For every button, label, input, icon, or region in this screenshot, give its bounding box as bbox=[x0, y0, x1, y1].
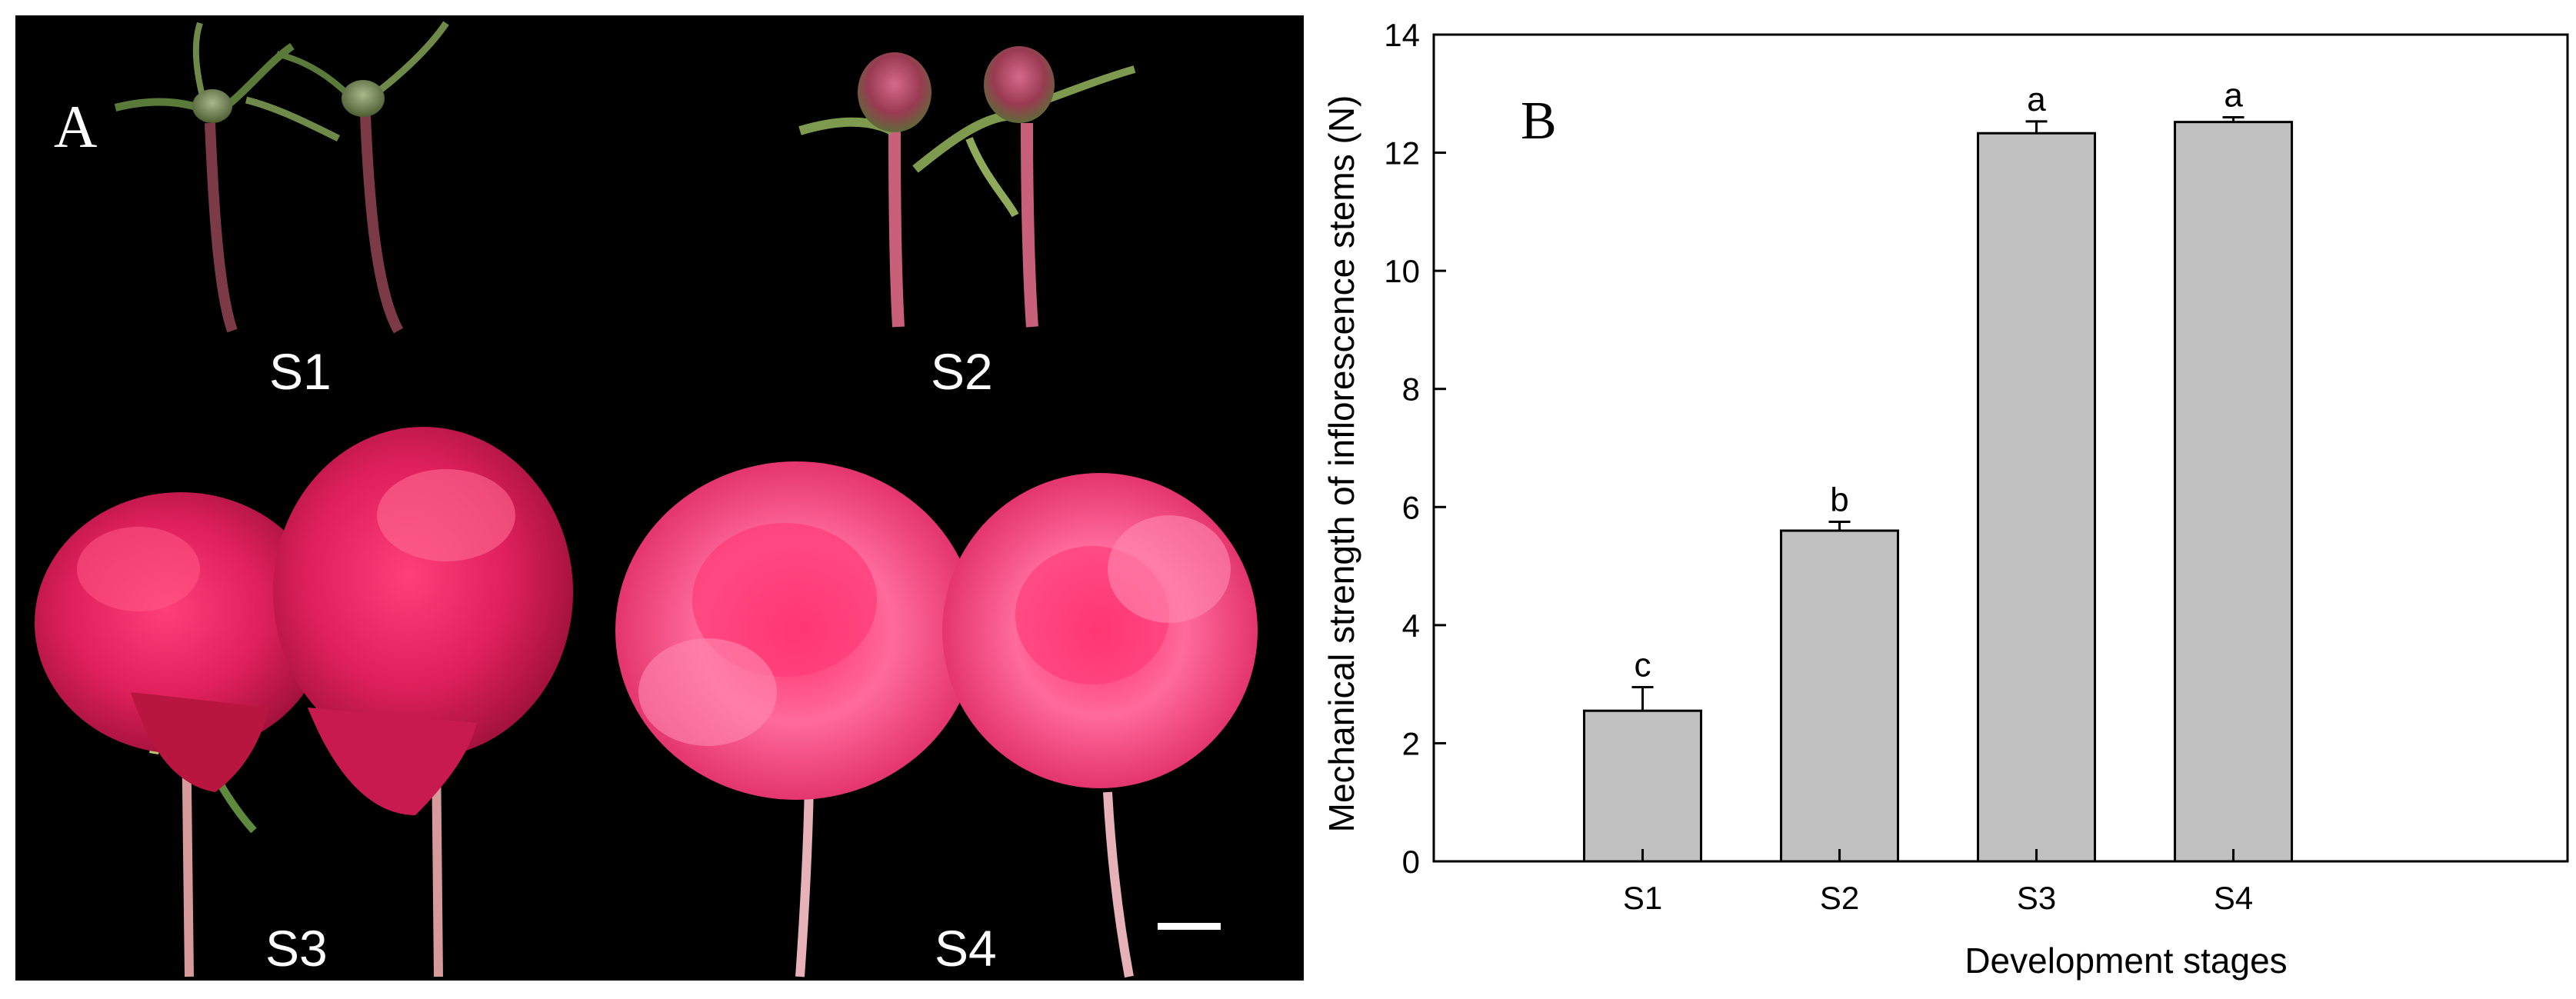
bar-s2 bbox=[1780, 529, 1900, 863]
significance-letter: c bbox=[1635, 646, 1651, 684]
x-tick-label: S1 bbox=[1623, 880, 1662, 916]
panel-letter-b: B bbox=[1521, 92, 1557, 151]
panel-letter-a: A bbox=[54, 93, 98, 160]
bar-s1 bbox=[1583, 709, 1703, 863]
x-axis-title: Development stages bbox=[1964, 941, 2287, 981]
y-tick-label: 6 bbox=[1402, 489, 1420, 525]
significance-letter: a bbox=[2224, 77, 2243, 115]
y-tick-label: 8 bbox=[1402, 371, 1420, 408]
bar-s3 bbox=[1977, 132, 2097, 863]
y-tick-label: 4 bbox=[1402, 608, 1420, 644]
stage-label-s4: S4 bbox=[935, 920, 997, 977]
stage-label-s2: S2 bbox=[931, 343, 993, 400]
s3-flowers bbox=[35, 427, 573, 977]
y-tick-label: 12 bbox=[1384, 135, 1420, 171]
photo-panel: A S1 S2 S3 S4 bbox=[15, 15, 1304, 981]
peony-photo bbox=[15, 15, 1304, 981]
bar-s4 bbox=[2174, 121, 2294, 863]
stage-label-s1: S1 bbox=[269, 343, 332, 400]
significance-letter: b bbox=[1830, 481, 1848, 518]
x-tick-label: S3 bbox=[2017, 880, 2056, 916]
s2-buds bbox=[798, 46, 1136, 328]
y-tick-label: 14 bbox=[1384, 17, 1420, 53]
y-tick-label: 2 bbox=[1402, 725, 1420, 761]
stage-label-s3: S3 bbox=[265, 920, 328, 977]
x-tick-label: S4 bbox=[2214, 880, 2253, 916]
x-tick-label: S2 bbox=[1820, 880, 1859, 916]
scale-bar bbox=[1158, 923, 1221, 930]
bar-chart: B 0 2 4 6 8 10 12 14 c S1 b S2 a S3 a S4 Development st… bbox=[1321, 17, 2569, 981]
y-tick-label: 0 bbox=[1402, 844, 1420, 880]
s1-buds bbox=[114, 21, 449, 334]
y-axis-title: Mechanical strength of inflorescence ste… bbox=[1321, 95, 1361, 833]
significance-letter: a bbox=[2027, 81, 2046, 118]
s4-flowers bbox=[615, 461, 1258, 978]
chart-panel: B 0 2 4 6 8 10 12 14 c S1 b S2 a S3 a S4 Development st… bbox=[1308, 0, 2576, 999]
y-tick-label: 10 bbox=[1384, 253, 1420, 289]
